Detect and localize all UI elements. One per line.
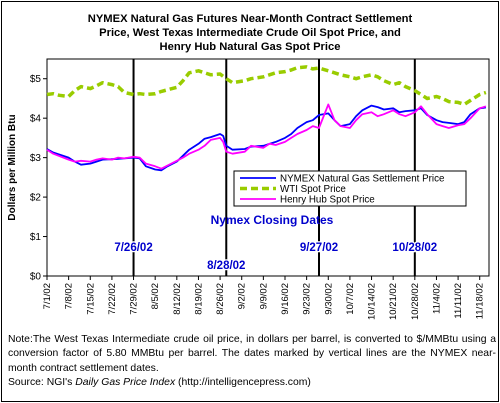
x-tick-label: 11/11/02 xyxy=(453,283,464,319)
x-tick-label: 7/15/02 xyxy=(85,283,96,315)
x-tick-label: 7/22/02 xyxy=(107,283,118,315)
y-tick-label: $2 xyxy=(30,193,42,204)
source-prefix: Source: NGI's xyxy=(8,376,76,388)
closing-date-label: 9/27/02 xyxy=(300,242,338,254)
x-tick-label: 10/14/02 xyxy=(367,283,378,320)
x-tick-label: 10/28/02 xyxy=(410,283,421,320)
chart-svg: NYMEX Natural Gas Futures Near-Month Con… xyxy=(7,13,490,320)
chart-title-line: NYMEX Natural Gas Futures Near-Month Con… xyxy=(88,13,413,25)
x-tick-label: 9/9/02 xyxy=(258,283,269,309)
closing-date-label: 7/26/02 xyxy=(114,242,152,254)
x-tick-label: 8/26/02 xyxy=(215,283,226,315)
x-tick-label: 10/7/02 xyxy=(345,283,356,315)
closing-date-label: 10/28/02 xyxy=(392,242,437,254)
y-tick-label: $0 xyxy=(30,272,42,283)
y-axis-label: Dollars per Million Btu xyxy=(7,114,18,220)
x-tick-label: 9/16/02 xyxy=(280,283,291,315)
chart-note: Note:The West Texas Intermediate crude o… xyxy=(8,333,496,390)
chart-title-line: Henry Hub Natural Gas Spot Price xyxy=(160,41,341,53)
legend-entry: NYMEX Natural Gas Settlement Price xyxy=(280,174,445,185)
series-line-2 xyxy=(46,103,487,170)
x-tick-label: 7/8/02 xyxy=(64,283,75,309)
series-line-0 xyxy=(46,104,487,172)
x-tick-label: 11/4/02 xyxy=(431,283,442,314)
closing-dates-annotation: Nymex Closing Dates xyxy=(211,213,334,227)
legend-entry: Henry Hub Spot Price xyxy=(280,195,375,206)
x-tick-label: 9/30/02 xyxy=(323,283,334,315)
x-tick-label: 8/12/02 xyxy=(172,283,183,315)
closing-date-label: 8/28/02 xyxy=(207,260,245,272)
y-tick-label: $1 xyxy=(30,232,42,243)
source-publication: Daily Gas Price Index xyxy=(75,376,176,388)
x-tick-label: 10/21/02 xyxy=(388,283,399,320)
source-url: (http://intelligencepress.com) xyxy=(175,376,311,388)
x-tick-label: 7/1/02 xyxy=(42,283,53,309)
y-tick-label: $3 xyxy=(30,153,42,164)
y-tick-label: $5 xyxy=(30,74,42,85)
x-tick-label: 7/29/02 xyxy=(129,283,140,315)
x-tick-label: 9/2/02 xyxy=(237,283,248,309)
x-tick-label: 11/18/02 xyxy=(475,283,486,319)
note-text: Note:The West Texas Intermediate crude o… xyxy=(8,334,496,374)
x-tick-label: 9/23/02 xyxy=(302,283,313,315)
series-line-1 xyxy=(46,65,487,107)
y-tick-label: $4 xyxy=(30,114,42,125)
legend-box xyxy=(233,170,467,207)
legend-entry: WTI Spot Price xyxy=(280,184,346,195)
x-tick-label: 8/5/02 xyxy=(150,283,161,309)
x-tick-label: 8/19/02 xyxy=(193,283,204,315)
plot-area xyxy=(46,58,490,277)
chart-title-line: Price, West Texas Intermediate Crude Oil… xyxy=(99,27,401,39)
